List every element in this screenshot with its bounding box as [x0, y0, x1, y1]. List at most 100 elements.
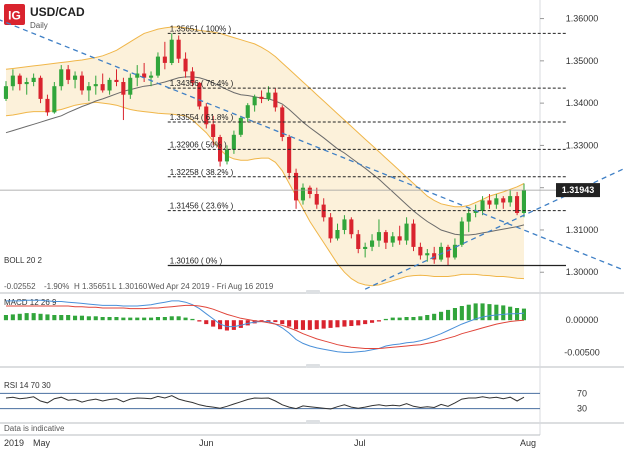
- pane-resize-handle[interactable]: [306, 290, 320, 294]
- time-axis: Data is indicative 2019 May Jun Jul Aug: [0, 424, 540, 448]
- candle: [480, 200, 485, 211]
- candle: [52, 86, 57, 113]
- macd-histogram-bar: [245, 320, 250, 326]
- macd-histogram-bar: [494, 304, 499, 321]
- macd-histogram-bar: [24, 313, 29, 321]
- last-price-tag: 1.31943: [556, 183, 600, 198]
- candle: [335, 230, 340, 239]
- time-label-jul: Jul: [354, 438, 366, 448]
- macd-histogram-bar: [439, 311, 444, 321]
- candle: [176, 39, 181, 59]
- rsi-level-label: 30: [577, 404, 587, 414]
- macd-histogram-bar: [45, 314, 50, 321]
- macd-histogram-bar: [287, 320, 292, 327]
- candle: [31, 77, 36, 82]
- pane-resize-handle[interactable]: [306, 420, 320, 424]
- candle: [300, 187, 305, 201]
- macd-histogram-bar: [176, 316, 181, 321]
- macd-histogram-bar: [100, 317, 105, 321]
- macd-histogram-bar: [142, 317, 147, 321]
- macd-histogram-bar: [169, 316, 174, 321]
- bollinger-upper: [5, 26, 525, 208]
- macd-histogram-bar: [31, 313, 36, 321]
- candle: [224, 149, 229, 162]
- macd-histogram-bar: [466, 304, 471, 321]
- candle: [342, 219, 347, 230]
- rsi-line: [5, 395, 525, 410]
- candle: [411, 223, 416, 247]
- candle: [38, 77, 43, 99]
- fibonacci-retracement[interactable]: 1.35651 ( 100% ) 1.34356 ( 76.4% ) 1.33554…: [167, 24, 566, 267]
- macd-histogram-bar: [300, 320, 305, 330]
- candle: [121, 82, 126, 95]
- candle: [273, 92, 278, 108]
- macd-histogram-bar: [66, 315, 71, 321]
- macd-histogram-bar: [446, 309, 451, 321]
- boll-info: BOLL 20 2 -0.02552 -1.90% H 1.35651 L 1.…: [4, 256, 274, 291]
- rsi-label: RSI 14 70 30: [4, 381, 51, 390]
- candle: [135, 73, 140, 78]
- candle: [59, 69, 64, 87]
- macd-histogram-bar: [211, 320, 216, 327]
- candle: [24, 82, 29, 85]
- candle: [142, 73, 147, 78]
- macd-histogram-bar: [383, 318, 388, 321]
- macd-histogram-bar: [17, 313, 22, 321]
- macd-histogram-bar: [273, 320, 278, 323]
- macd-histogram-bar: [425, 315, 430, 321]
- fib-level-label: 1.35651 ( 100% ): [170, 24, 232, 33]
- fib-level-label: 1.32906 ( 50% ): [170, 140, 227, 149]
- macd-histogram-bar: [363, 320, 368, 325]
- price-tick-label: 1.31000: [566, 225, 599, 235]
- candle: [259, 96, 264, 99]
- candle: [397, 236, 402, 241]
- candle: [466, 213, 471, 222]
- candle: [508, 196, 513, 203]
- macd-histogram-bar: [10, 314, 15, 321]
- macd-histogram-bar: [155, 317, 160, 321]
- rsi-level-label: 70: [577, 388, 587, 398]
- last-price-label: 1.31943: [562, 185, 595, 195]
- fib-level-label: 1.30160 ( 0% ): [170, 256, 223, 265]
- macd-histogram-bar: [452, 308, 457, 321]
- macd-histogram-bar: [321, 320, 326, 329]
- candle: [45, 98, 50, 113]
- candle: [100, 84, 105, 91]
- rsi-pane: RSI 14 70 30 70 30: [0, 381, 587, 414]
- macd-line: [6, 299, 525, 353]
- candle: [17, 75, 22, 85]
- macd-histogram-bar: [135, 317, 140, 321]
- interval-label: Daily: [30, 21, 48, 30]
- candle: [425, 253, 430, 256]
- bollinger-middle: [5, 76, 525, 236]
- candle: [73, 75, 78, 80]
- pane-resize-handle[interactable]: [306, 364, 320, 368]
- candle: [446, 246, 451, 258]
- macd-histogram-bar: [121, 317, 126, 321]
- macd-tick-label: -0.00500: [564, 347, 600, 357]
- macd-histogram-bar: [376, 320, 381, 322]
- macd-histogram-bar: [459, 306, 464, 321]
- pane-handles[interactable]: [306, 290, 320, 424]
- macd-histogram-bar: [107, 317, 112, 321]
- boll-high: H 1.35651: [74, 282, 111, 291]
- macd-histogram-bar: [197, 320, 202, 322]
- candle: [294, 172, 299, 201]
- candle: [93, 84, 98, 87]
- macd-histogram-bar: [238, 320, 243, 328]
- macd-histogram-bar: [190, 318, 195, 321]
- macd-histogram-bar: [3, 315, 8, 321]
- candle: [190, 71, 195, 83]
- macd-tick-label: 0.00000: [566, 315, 599, 325]
- candle: [473, 210, 478, 213]
- candle: [314, 194, 319, 205]
- macd-histogram-bar: [93, 316, 98, 321]
- time-label-jun: Jun: [199, 438, 214, 448]
- candle: [107, 79, 112, 91]
- candle: [162, 56, 167, 63]
- candle: [183, 58, 188, 72]
- footer-note: Data is indicative: [4, 424, 65, 433]
- candle: [10, 75, 15, 87]
